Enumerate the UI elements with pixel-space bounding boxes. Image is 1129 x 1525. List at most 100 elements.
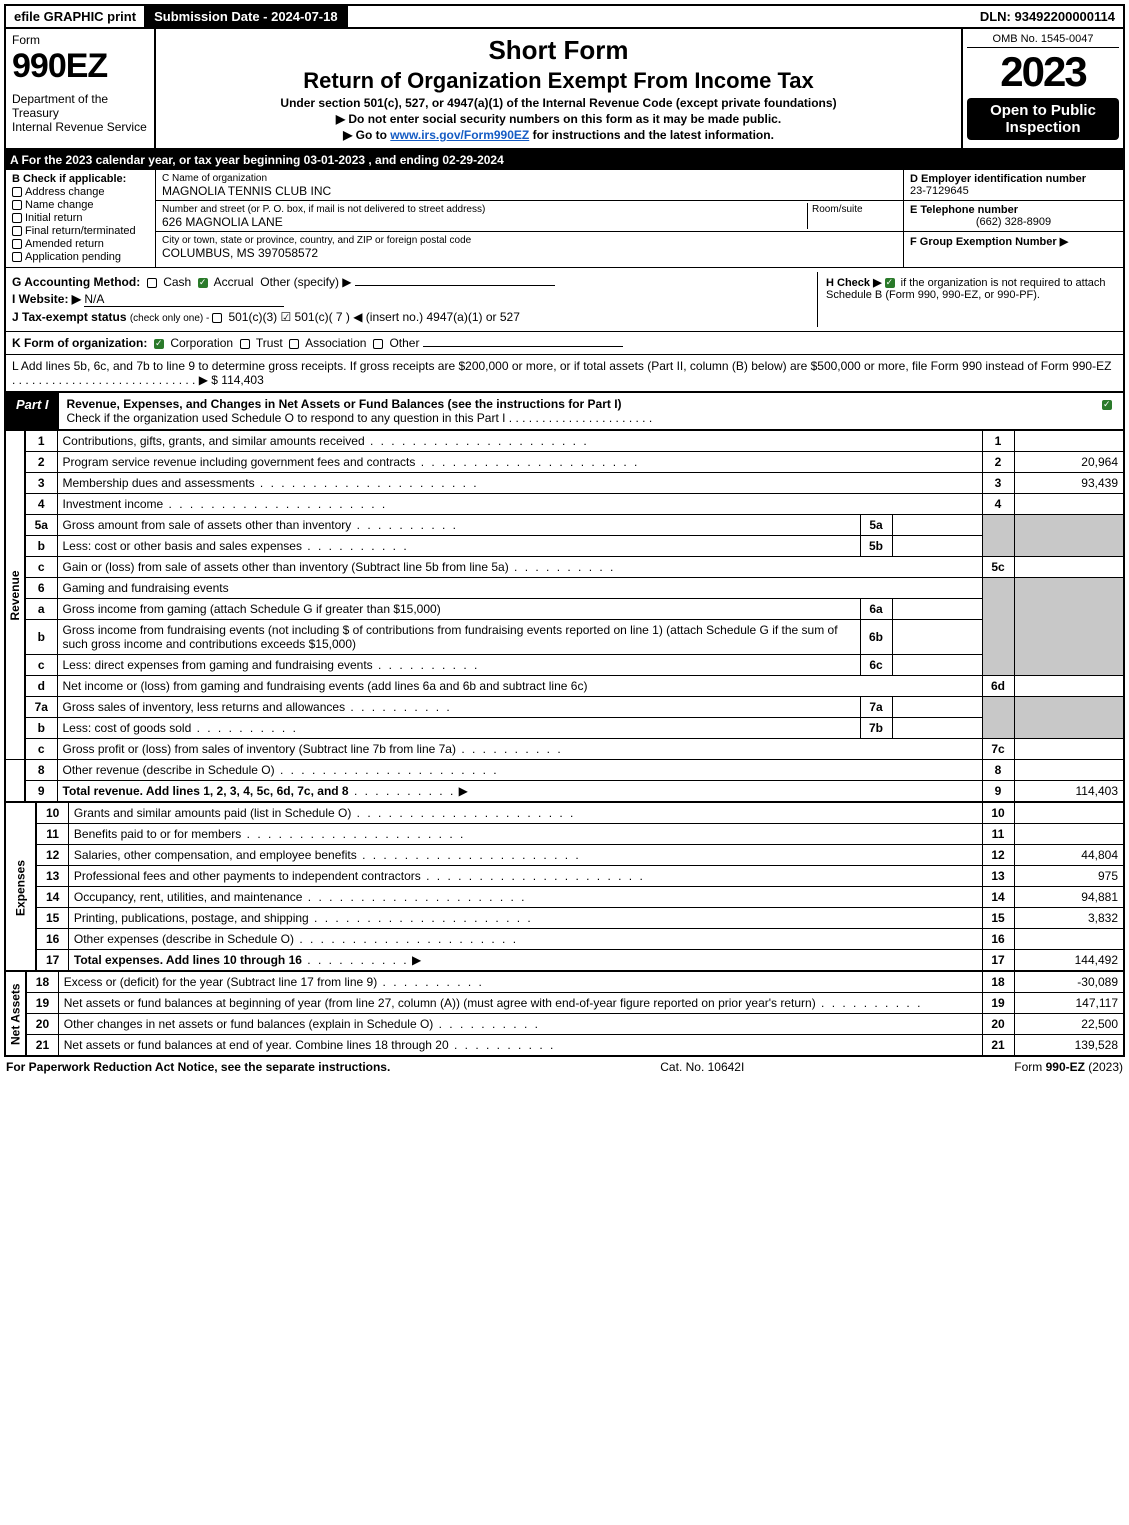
- line-17-amt: 144,492: [1014, 950, 1124, 972]
- line-7ab-grey: [982, 697, 1014, 739]
- chk-initial-return[interactable]: Initial return: [12, 212, 149, 224]
- line-14-text: Occupancy, rent, utilities, and maintena…: [74, 890, 527, 904]
- page-footer: For Paperwork Reduction Act Notice, see …: [4, 1057, 1125, 1077]
- form-header: Form 990EZ Department of the Treasury In…: [4, 29, 1125, 150]
- k-form-org: K Form of organization: Corporation Trus…: [6, 331, 1123, 354]
- c-city-value: COLUMBUS, MS 397058572: [162, 246, 318, 260]
- chk-amended-return[interactable]: Amended return: [12, 238, 149, 250]
- line-6c-text: Less: direct expenses from gaming and fu…: [57, 655, 860, 676]
- form-word: Form: [12, 33, 148, 47]
- line-5c-num: c: [25, 557, 57, 578]
- line-14-num: 14: [36, 887, 68, 908]
- expenses-table: Expenses 10 Grants and similar amounts p…: [4, 803, 1125, 972]
- line-6b-text: Gross income from fundraising events (no…: [57, 620, 860, 655]
- line-6d-rnum: 6d: [982, 676, 1014, 697]
- line-10-rnum: 10: [982, 803, 1014, 824]
- chk-address-change[interactable]: Address change: [12, 186, 149, 198]
- chk-501c3[interactable]: [212, 313, 222, 323]
- d-ein-label: D Employer identification number: [910, 173, 1086, 185]
- chk-name-change[interactable]: Name change: [12, 199, 149, 211]
- g-label: G Accounting Method:: [12, 275, 140, 289]
- chk-trust[interactable]: [240, 339, 250, 349]
- line-2-amt: 20,964: [1014, 452, 1124, 473]
- line-5b-subval: [892, 536, 982, 557]
- line-8-amt: [1014, 760, 1124, 781]
- irs-link[interactable]: www.irs.gov/Form990EZ: [390, 128, 529, 142]
- chk-application-pending-label: Application pending: [25, 251, 121, 263]
- line-7b-subval: [892, 718, 982, 739]
- line-2-text: Program service revenue including govern…: [63, 455, 640, 469]
- l-text: L Add lines 5b, 6c, and 7b to line 9 to …: [12, 359, 1111, 387]
- chk-cash[interactable]: [147, 278, 157, 288]
- line-5c-text: Gain or (loss) from sale of assets other…: [63, 560, 616, 574]
- line-6d-num: d: [25, 676, 57, 697]
- k-other-input[interactable]: [423, 346, 623, 347]
- c-street-value: 626 MAGNOLIA LANE: [162, 215, 283, 229]
- section-a-strip: A For the 2023 calendar year, or tax yea…: [4, 150, 1125, 170]
- e-tel-value: (662) 328-8909: [910, 216, 1117, 228]
- chk-accrual[interactable]: [198, 278, 208, 288]
- line-6a-subval: [892, 599, 982, 620]
- k-trust-label: Trust: [256, 336, 283, 350]
- line-10-amt: [1014, 803, 1124, 824]
- dept-irs: Internal Revenue Service: [12, 120, 148, 134]
- j-sub: (check only one) -: [130, 313, 212, 324]
- line-2-num: 2: [25, 452, 57, 473]
- j-options: 501(c)(3) ☑ 501(c)( 7 ) ◀ (insert no.) 4…: [228, 310, 519, 324]
- netassets-table: Net Assets 18 Excess or (deficit) for th…: [4, 972, 1125, 1057]
- line-1-text: Contributions, gifts, grants, and simila…: [63, 434, 589, 448]
- k-other-label: Other: [389, 336, 419, 350]
- line-4-rnum: 4: [982, 494, 1014, 515]
- efile-label: efile GRAPHIC print: [6, 6, 146, 27]
- dept-treasury: Department of the Treasury: [12, 92, 148, 120]
- line-6a-sublabel: 6a: [860, 599, 892, 620]
- line-4-text: Investment income: [63, 497, 388, 511]
- chk-final-return-label: Final return/terminated: [25, 225, 136, 237]
- c-name-value: MAGNOLIA TENNIS CLUB INC: [162, 184, 331, 198]
- header-right: OMB No. 1545-0047 2023 Open to Public In…: [963, 29, 1123, 148]
- chk-schedule-o[interactable]: [1102, 400, 1112, 410]
- line-5b-sublabel: 5b: [860, 536, 892, 557]
- line-17-text: Total expenses. Add lines 10 through 16: [74, 953, 302, 967]
- line-16-num: 16: [36, 929, 68, 950]
- k-corp-label: Corporation: [170, 336, 233, 350]
- part1-header: Part I Revenue, Expenses, and Changes in…: [4, 393, 1125, 431]
- line-12-amt: 44,804: [1014, 845, 1124, 866]
- line-14-rnum: 14: [982, 887, 1014, 908]
- line-1-rnum: 1: [982, 431, 1014, 452]
- chk-other-org[interactable]: [373, 339, 383, 349]
- line-8-rnum: 8: [982, 760, 1014, 781]
- line-9-rnum: 9: [982, 781, 1014, 803]
- col-b-checkboxes: B Check if applicable: Address change Na…: [6, 170, 156, 267]
- chk-application-pending[interactable]: Application pending: [12, 251, 149, 263]
- chk-schedule-b[interactable]: [885, 278, 895, 288]
- line-6b-sublabel: 6b: [860, 620, 892, 655]
- g-other-input[interactable]: [355, 285, 555, 286]
- org-info-block: B Check if applicable: Address change Na…: [4, 170, 1125, 393]
- line-6-text: Gaming and fundraising events: [57, 578, 982, 599]
- chk-final-return[interactable]: Final return/terminated: [12, 225, 149, 237]
- line-5c-rnum: 5c: [982, 557, 1014, 578]
- line-21-rnum: 21: [982, 1035, 1014, 1057]
- line-1-num: 1: [25, 431, 57, 452]
- note-goto: ▶ Go to www.irs.gov/Form990EZ for instru…: [164, 128, 953, 142]
- submission-date: Submission Date - 2024-07-18: [146, 6, 348, 27]
- header-left: Form 990EZ Department of the Treasury In…: [6, 29, 156, 148]
- line-7a-subval: [892, 697, 982, 718]
- line-6b-subval: [892, 620, 982, 655]
- chk-association[interactable]: [289, 339, 299, 349]
- line-7c-amt: [1014, 739, 1124, 760]
- line-6-num: 6: [25, 578, 57, 599]
- line-16-amt: [1014, 929, 1124, 950]
- line-20-rnum: 20: [982, 1014, 1014, 1035]
- title-short-form: Short Form: [164, 35, 953, 66]
- k-label: K Form of organization:: [12, 336, 147, 350]
- line-7b-sublabel: 7b: [860, 718, 892, 739]
- revenue-table: Revenue 1 Contributions, gifts, grants, …: [4, 431, 1125, 803]
- line-10-num: 10: [36, 803, 68, 824]
- line-7a-num: 7a: [25, 697, 57, 718]
- line-7a-sublabel: 7a: [860, 697, 892, 718]
- line-16-rnum: 16: [982, 929, 1014, 950]
- line-7b-text: Less: cost of goods sold: [63, 721, 298, 735]
- chk-corporation[interactable]: [154, 339, 164, 349]
